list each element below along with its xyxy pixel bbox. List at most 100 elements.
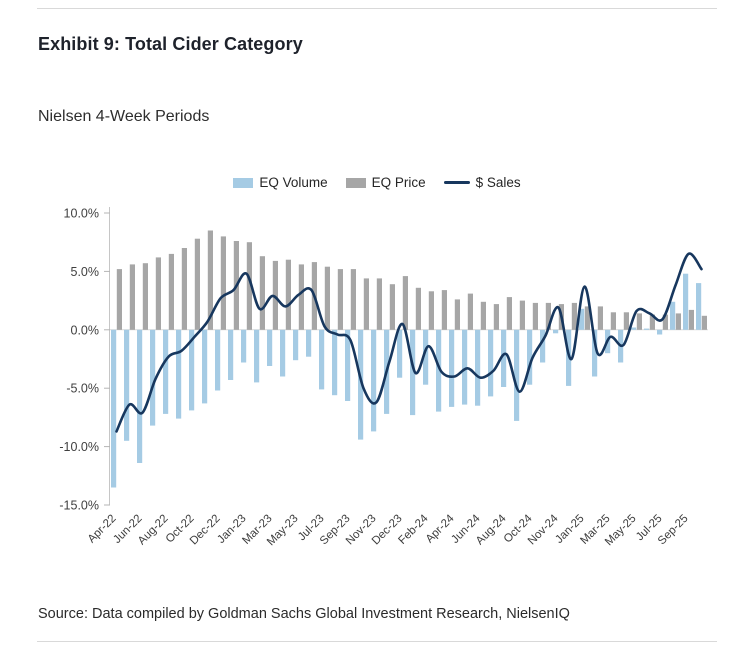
eq-price-bar	[545, 302, 551, 330]
eq-price-bar	[337, 269, 343, 330]
eq-volume-bar	[514, 329, 520, 421]
eq-price-bar	[155, 257, 161, 330]
eq-volume-bar	[267, 329, 273, 366]
eq-volume-bar	[540, 329, 546, 363]
eq-price-bar	[428, 291, 434, 330]
eq-price-bar	[259, 256, 265, 330]
eq-volume-bar	[527, 329, 533, 385]
eq-price-bar	[480, 301, 486, 330]
eq-volume-bar	[462, 329, 468, 405]
eq-volume-bar	[150, 329, 156, 426]
eq-volume-bar	[202, 329, 208, 404]
eq-volume-bar	[670, 301, 676, 330]
exhibit-title: Exhibit 9: Total Cider Category	[38, 34, 303, 54]
legend-item-eq-volume: EQ Volume	[233, 175, 328, 190]
eq-volume-bar	[397, 329, 403, 378]
eq-volume-bar	[423, 329, 429, 385]
eq-volume-bar	[254, 329, 260, 383]
eq-volume-bar	[358, 329, 364, 440]
eq-volume-bar	[215, 329, 221, 391]
eq-volume-bar	[475, 329, 481, 406]
top-divider	[37, 8, 717, 9]
legend-label-sales: $ Sales	[475, 175, 521, 190]
eq-volume-bar	[280, 329, 286, 377]
eq-price-bar	[402, 276, 408, 330]
eq-price-bar	[376, 278, 382, 330]
eq-price-bar	[532, 302, 538, 330]
eq-price-bar	[168, 253, 174, 330]
eq-volume-bar	[137, 329, 143, 463]
y-tick-label: -10.0%	[59, 440, 99, 454]
eq-price-bar	[298, 264, 304, 330]
eq-volume-bar	[332, 329, 338, 396]
eq-price-bar	[675, 313, 681, 330]
eq-price-bar	[467, 293, 473, 330]
eq-price-bar	[181, 248, 187, 330]
eq-price-bar	[441, 290, 447, 330]
legend-item-sales: $ Sales	[443, 175, 521, 190]
eq-price-bar	[636, 313, 642, 330]
eq-price-bar	[116, 269, 122, 330]
eq-volume-bar	[371, 329, 377, 432]
eq-price-bar	[363, 278, 369, 330]
eq-price-bar	[415, 287, 421, 330]
eq-price-bar	[597, 306, 603, 330]
eq-price-swatch	[345, 177, 366, 188]
eq-price-bar	[246, 242, 252, 330]
y-tick-label: 0.0%	[71, 323, 100, 337]
eq-price-bar	[662, 314, 668, 330]
eq-price-bar	[571, 302, 577, 330]
eq-price-bar	[220, 236, 226, 330]
eq-price-bar	[194, 238, 200, 330]
eq-price-bar	[350, 269, 356, 330]
eq-volume-bar	[163, 329, 169, 414]
y-tick-label: -5.0%	[66, 382, 99, 396]
eq-price-bar	[584, 306, 590, 330]
eq-price-bar	[389, 284, 395, 330]
chart-subtitle: Nielsen 4-Week Periods	[38, 108, 210, 125]
eq-price-bar	[701, 315, 707, 330]
y-tick-label: 10.0%	[64, 207, 99, 221]
legend-item-eq-price: EQ Price	[345, 175, 426, 190]
eq-volume-bar	[241, 329, 247, 363]
eq-price-bar	[649, 314, 655, 330]
eq-volume-bar	[631, 327, 637, 330]
eq-volume-bar	[228, 329, 234, 380]
eq-volume-bar	[436, 329, 442, 412]
legend-label-eq-price: EQ Price	[371, 175, 426, 190]
eq-volume-bar	[592, 329, 598, 377]
eq-price-bar	[493, 304, 499, 330]
legend-label-eq-volume: EQ Volume	[259, 175, 328, 190]
eq-volume-bar	[176, 329, 182, 419]
y-tick-label: 5.0%	[71, 265, 100, 279]
eq-volume-bar	[657, 329, 663, 335]
eq-volume-bar	[449, 329, 455, 407]
eq-volume-bar	[111, 329, 117, 488]
eq-volume-bar	[293, 329, 299, 361]
eq-price-bar	[272, 260, 278, 330]
eq-volume-bar	[501, 329, 507, 387]
x-tick-label: Feb-24	[396, 512, 431, 547]
eq-volume-swatch	[233, 177, 254, 188]
eq-price-bar	[207, 230, 213, 330]
x-tick-label: Aug-24	[474, 512, 509, 547]
eq-price-bar	[506, 297, 512, 330]
sales-line-swatch	[443, 181, 470, 184]
eq-volume-bar	[696, 283, 702, 330]
eq-volume-bar	[579, 308, 585, 330]
eq-price-bar	[285, 259, 291, 330]
eq-volume-bar	[319, 329, 325, 390]
eq-volume-bar	[644, 328, 650, 330]
eq-price-bar	[623, 312, 629, 330]
eq-volume-bar	[306, 329, 312, 357]
eq-price-bar	[324, 266, 330, 330]
source-note: Source: Data compiled by Goldman Sachs G…	[38, 606, 570, 622]
eq-price-bar	[688, 309, 694, 330]
eq-price-bar	[142, 263, 148, 330]
eq-price-bar	[454, 299, 460, 330]
eq-volume-bar	[683, 273, 689, 330]
eq-volume-bar	[124, 329, 130, 441]
x-tick-label: Nov-24	[526, 512, 561, 547]
